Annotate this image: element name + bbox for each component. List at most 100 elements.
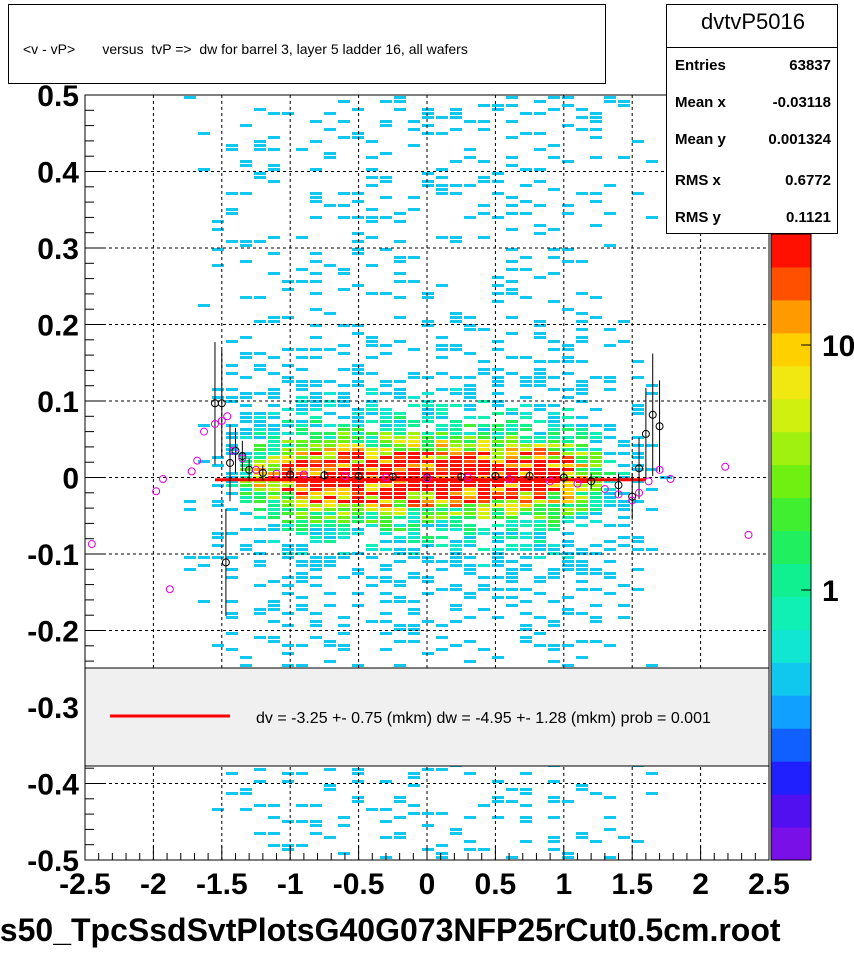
density-cell — [506, 120, 518, 123]
density-cell — [394, 512, 406, 515]
density-cell — [534, 520, 546, 523]
density-cell — [534, 324, 546, 327]
y-tick-label: -0.3 — [27, 692, 79, 725]
density-cell — [394, 316, 406, 319]
density-cell — [562, 496, 574, 499]
density-cell — [506, 96, 518, 99]
density-cell — [464, 508, 476, 511]
density-cell — [226, 472, 238, 475]
density-cell — [478, 204, 490, 207]
density-cell — [478, 488, 490, 491]
density-cell — [310, 120, 322, 123]
density-cell — [338, 192, 350, 195]
density-cell — [240, 464, 252, 467]
density-cell — [422, 412, 434, 415]
density-cell — [394, 472, 406, 475]
density-cell — [380, 620, 392, 623]
density-cell — [520, 804, 532, 807]
density-cell — [450, 404, 462, 407]
density-cell — [604, 644, 616, 647]
density-cell — [464, 480, 476, 483]
density-cell — [548, 248, 560, 251]
density-cell — [506, 316, 518, 319]
density-cell — [436, 284, 448, 287]
density-cell — [366, 420, 378, 423]
density-cell — [590, 492, 602, 495]
density-cell — [394, 508, 406, 511]
density-cell — [632, 840, 644, 843]
density-cell — [478, 648, 490, 651]
density-cell — [254, 368, 266, 371]
density-cell — [590, 508, 602, 511]
density-cell — [380, 448, 392, 451]
density-cell — [408, 424, 420, 427]
density-cell — [254, 464, 266, 467]
density-cell — [282, 464, 294, 467]
density-cell — [422, 520, 434, 523]
density-cell — [282, 524, 294, 527]
density-cell — [240, 404, 252, 407]
density-cell — [478, 160, 490, 163]
density-cell — [324, 444, 336, 447]
density-cell — [492, 548, 504, 551]
density-cell — [534, 336, 546, 339]
density-cell — [604, 480, 616, 483]
density-cell — [296, 520, 308, 523]
density-cell — [282, 528, 294, 531]
density-cell — [310, 560, 322, 563]
density-cell — [590, 200, 602, 203]
density-cell — [324, 460, 336, 463]
density-cell — [380, 580, 392, 583]
density-cell — [478, 532, 490, 535]
density-cell — [366, 436, 378, 439]
density-cell — [352, 252, 364, 255]
density-cell — [380, 496, 392, 499]
density-cell — [240, 512, 252, 515]
density-cell — [240, 296, 252, 299]
density-cell — [604, 576, 616, 579]
density-cell — [240, 416, 252, 419]
density-cell — [478, 516, 490, 519]
density-cell — [562, 460, 574, 463]
stats-histogram-name: dvtvP5016 — [701, 9, 805, 34]
density-cell — [366, 544, 378, 547]
density-cell — [506, 212, 518, 215]
density-cell — [296, 384, 308, 387]
density-cell — [576, 192, 588, 195]
density-cell — [352, 664, 364, 667]
density-cell — [226, 452, 238, 455]
density-cell — [562, 468, 574, 471]
density-cell — [408, 456, 420, 459]
density-cell — [324, 152, 336, 155]
density-cell — [296, 564, 308, 567]
density-cell — [576, 524, 588, 527]
density-cell — [310, 500, 322, 503]
density-cell — [338, 512, 350, 515]
density-cell — [324, 524, 336, 527]
density-cell — [226, 372, 238, 375]
profile-point-black — [628, 492, 637, 501]
density-cell — [268, 164, 280, 167]
density-cell — [506, 508, 518, 511]
density-cell — [380, 540, 392, 543]
density-cell — [478, 444, 490, 447]
density-cell — [268, 432, 280, 435]
density-cell — [422, 504, 434, 507]
density-cell — [450, 608, 462, 611]
density-cell — [324, 432, 336, 435]
density-cell — [604, 424, 616, 427]
density-cell — [464, 500, 476, 503]
density-cell — [268, 356, 280, 359]
density-cell — [548, 512, 560, 515]
density-cell — [296, 356, 308, 359]
density-cell — [590, 620, 602, 623]
density-cell — [548, 348, 560, 351]
density-cell — [534, 468, 546, 471]
colorbar-label: 1 — [822, 575, 839, 608]
density-cell — [366, 520, 378, 523]
density-cell — [520, 268, 532, 271]
density-cell — [394, 628, 406, 631]
density-cell — [394, 664, 406, 667]
density-cell — [226, 492, 238, 495]
colorbar-segment — [771, 530, 811, 564]
